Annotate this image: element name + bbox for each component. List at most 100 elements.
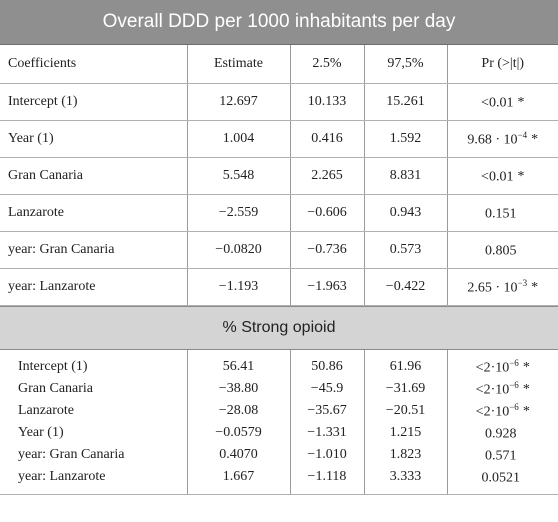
p-base: <0.01 — [481, 169, 514, 185]
p-base: <0.01 — [481, 95, 514, 111]
estimate-cell: −38.80 — [187, 378, 291, 400]
section1-title: Overall DDD per 1000 inhabitants per day — [0, 0, 558, 45]
table-row: year: Gran Canaria 0.4070 −1.010 1.823 0… — [0, 444, 558, 466]
p-value-cell: 2.65 · 10−3 * — [447, 268, 558, 306]
estimate-cell: 12.697 — [187, 83, 291, 121]
coef-name: Intercept (1) — [0, 83, 188, 121]
p-base: 9.68 · 10 — [467, 132, 518, 148]
p-value-cell: 0.0521 — [447, 466, 558, 495]
coef-name: Lanzarote — [0, 400, 188, 422]
p-base: <2·10 — [475, 382, 510, 398]
coef-name: Year (1) — [0, 422, 188, 444]
p-base: 0.151 — [485, 206, 517, 222]
coef-name: Intercept (1) — [0, 350, 188, 378]
table-row: Intercept (1) 56.41 50.86 61.96 <2·10−6 * — [0, 350, 558, 378]
header-p-value: Pr (>|t|) — [447, 45, 558, 84]
p-value-cell: <0.01 * — [447, 157, 558, 195]
ci-low-cell: −1.118 — [290, 466, 365, 495]
significance-star: * — [522, 404, 530, 420]
table-row: Year (1) 1.004 0.416 1.592 9.68 · 10−4 * — [0, 120, 558, 158]
significance-star: * — [531, 132, 539, 148]
p-value-cell: 0.571 — [447, 444, 558, 466]
table-row: Gran Canaria −38.80 −45.9 −31.69 <2·10−6… — [0, 378, 558, 400]
p-exponent: −6 — [509, 379, 519, 390]
header-estimate: Estimate — [187, 45, 291, 84]
p-value-cell: <2·10−6 * — [447, 378, 558, 400]
ci-high-cell: 1.215 — [364, 422, 448, 444]
p-value-cell: 0.928 — [447, 422, 558, 444]
p-value-cell: 9.68 · 10−4 * — [447, 120, 558, 158]
p-base: <2·10 — [475, 404, 510, 420]
p-base: 0.805 — [485, 243, 517, 259]
ci-high-cell: 15.261 — [364, 83, 448, 121]
significance-star: * — [517, 169, 525, 185]
ci-low-cell: −1.010 — [290, 444, 365, 466]
p-exponent: −6 — [509, 357, 519, 368]
p-value-cell: 0.805 — [447, 231, 558, 269]
ci-high-cell: 8.831 — [364, 157, 448, 195]
table-row: year: Gran Canaria −0.0820 −0.736 0.573 … — [0, 231, 558, 269]
estimate-cell: −2.559 — [187, 194, 291, 232]
estimate-cell: 1.004 — [187, 120, 291, 158]
p-exponent: −3 — [517, 277, 528, 288]
estimate-cell: −0.0820 — [187, 231, 291, 269]
ci-low-cell: −35.67 — [290, 400, 365, 422]
ci-low-cell: 50.86 — [290, 350, 365, 378]
table-row: Lanzarote −2.559 −0.606 0.943 0.151 — [0, 194, 558, 232]
ci-high-cell: −20.51 — [364, 400, 448, 422]
p-value-cell: <2·10−6 * — [447, 350, 558, 378]
ci-high-cell: 0.573 — [364, 231, 448, 269]
estimate-cell: 1.667 — [187, 466, 291, 495]
table-row: Lanzarote −28.08 −35.67 −20.51 <2·10−6 * — [0, 400, 558, 422]
coef-name: Lanzarote — [0, 194, 188, 232]
table-row: Gran Canaria 5.548 2.265 8.831 <0.01 * — [0, 157, 558, 195]
table-row: Year (1) −0.0579 −1.331 1.215 0.928 — [0, 422, 558, 444]
ci-low-cell: 2.265 — [290, 157, 365, 195]
coef-name: year: Gran Canaria — [0, 231, 188, 269]
p-base: 2.65 · 10 — [467, 280, 518, 296]
ci-high-cell: −31.69 — [364, 378, 448, 400]
estimate-cell: −28.08 — [187, 400, 291, 422]
estimate-cell: −1.193 — [187, 268, 291, 306]
significance-star: * — [531, 280, 539, 296]
coef-name: Gran Canaria — [0, 378, 188, 400]
header-ci-high: 97,5% — [364, 45, 448, 84]
p-base: 0.928 — [485, 426, 517, 442]
p-value-cell: <2·10−6 * — [447, 400, 558, 422]
ci-low-cell: −1.963 — [290, 268, 365, 306]
p-base: 0.0521 — [481, 470, 521, 486]
ci-high-cell: −0.422 — [364, 268, 448, 306]
ci-low-cell: 10.133 — [290, 83, 365, 121]
ci-high-cell: 1.592 — [364, 120, 448, 158]
p-exponent: −4 — [517, 129, 528, 140]
ci-high-cell: 61.96 — [364, 350, 448, 378]
table-row: year: Lanzarote 1.667 −1.118 3.333 0.052… — [0, 466, 558, 495]
header-row: Coefficients Estimate 2.5% 97,5% Pr (>|t… — [0, 45, 558, 84]
section1-table: Coefficients Estimate 2.5% 97,5% Pr (>|t… — [0, 45, 558, 306]
p-value-cell: 0.151 — [447, 194, 558, 232]
p-value-cell: <0.01 * — [447, 83, 558, 121]
ci-low-cell: −0.606 — [290, 194, 365, 232]
coef-name: Gran Canaria — [0, 157, 188, 195]
p-exponent: −6 — [509, 401, 519, 412]
coef-name: year: Lanzarote — [0, 466, 188, 495]
coef-name: Year (1) — [0, 120, 188, 158]
ci-high-cell: 0.943 — [364, 194, 448, 232]
significance-star: * — [517, 95, 525, 111]
section2-title: % Strong opioid — [0, 306, 558, 350]
significance-star: * — [522, 382, 530, 398]
estimate-cell: 5.548 — [187, 157, 291, 195]
header-coefficients: Coefficients — [0, 45, 188, 84]
ci-low-cell: −45.9 — [290, 378, 365, 400]
coef-name: year: Lanzarote — [0, 268, 188, 306]
estimate-cell: 56.41 — [187, 350, 291, 378]
ci-low-cell: 0.416 — [290, 120, 365, 158]
table-row: year: Lanzarote −1.193 −1.963 −0.422 2.6… — [0, 268, 558, 306]
ci-high-cell: 1.823 — [364, 444, 448, 466]
results-table: Overall DDD per 1000 inhabitants per day… — [0, 0, 558, 495]
ci-low-cell: −1.331 — [290, 422, 365, 444]
coef-name: year: Gran Canaria — [0, 444, 188, 466]
p-base: <2·10 — [475, 360, 510, 376]
significance-star: * — [522, 360, 530, 376]
ci-high-cell: 3.333 — [364, 466, 448, 495]
